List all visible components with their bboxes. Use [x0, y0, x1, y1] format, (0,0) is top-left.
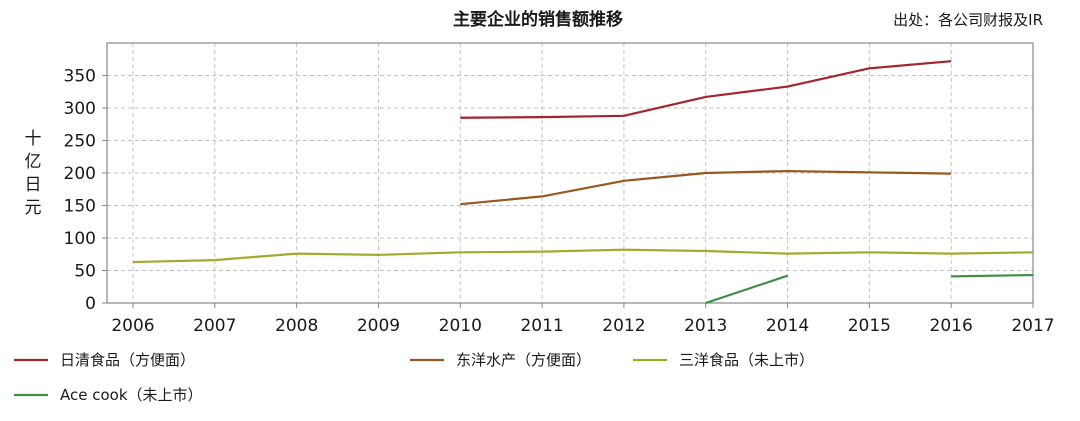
y-tick-label: 350 [64, 67, 96, 87]
x-tick-label: 2012 [602, 316, 645, 336]
y-tick-label: 200 [64, 164, 96, 184]
x-tick-label: 2006 [111, 316, 154, 336]
legend-label: 东洋水产（方便面） [456, 351, 591, 369]
chart-title: 主要企业的销售额推移 [453, 9, 623, 30]
x-tick-label: 2017 [1011, 316, 1054, 336]
x-tick-label: 2015 [848, 316, 891, 336]
y-axis-label-char: 亿 [25, 152, 42, 172]
x-tick-label: 2009 [357, 316, 400, 336]
x-tick-label: 2007 [193, 316, 236, 336]
legend-label: 日清食品（方便面） [60, 351, 195, 369]
y-tick-label: 300 [64, 99, 96, 119]
y-axis-label-char: 日 [25, 175, 42, 195]
y-tick-label: 0 [85, 294, 96, 314]
chart-source: 出处：各公司财报及IR [893, 11, 1043, 29]
y-tick-label: 100 [64, 229, 96, 249]
x-tick-label: 2011 [520, 316, 563, 336]
y-axis-label-char: 十 [25, 129, 42, 149]
series-line [460, 169, 952, 206]
x-axis-ticks: 2006 2007 2008 2009 2010 2011 2012 2013 2014 2015… [111, 303, 1055, 336]
series-lines [132, 60, 1034, 305]
y-tick-label: 250 [64, 132, 96, 152]
legend: 日清食品（方便面） 东洋水产（方便面） 三洋食品（未上市） Ace cook（未上市） [14, 351, 814, 404]
series-line [951, 273, 1034, 278]
y-axis-ticks: 0 50 100 150 200 250 300 350 [64, 67, 107, 314]
y-axis-label-char: 元 [25, 198, 42, 218]
series-line [460, 60, 952, 119]
x-tick-label: 2013 [684, 316, 727, 336]
y-tick-label: 50 [74, 262, 96, 282]
x-tick-label: 2008 [275, 316, 318, 336]
series-line [132, 248, 1034, 264]
x-tick-label: 2014 [766, 316, 809, 336]
legend-label: Ace cook（未上市） [60, 386, 203, 404]
x-tick-label: 2016 [930, 316, 973, 336]
legend-label: 三洋食品（未上市） [679, 351, 814, 369]
x-tick-label: 2010 [439, 316, 482, 336]
y-tick-label: 150 [64, 197, 96, 217]
series-line [705, 274, 788, 305]
